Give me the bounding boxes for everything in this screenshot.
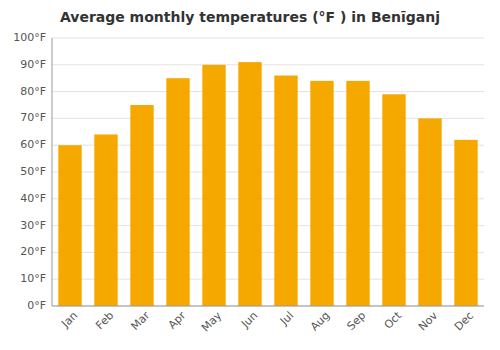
y-tick-labels: 0°F 10°F 20°F 30°F 40°F 50°F 60°F 70°F 80°F 90°F 1…: [13, 31, 46, 312]
page: {"chart_data": {"type": "bar", "title": …: [0, 0, 500, 350]
y-tick-label: 0°F: [27, 299, 46, 312]
x-tick-label: May: [199, 309, 225, 335]
x-axis-line: [52, 306, 484, 307]
y-tick-label: 30°F: [20, 219, 46, 232]
bar: [418, 118, 441, 306]
x-tick-label: Jun: [238, 309, 260, 331]
x-tick-label: Jan: [58, 309, 80, 331]
bar: [454, 140, 477, 306]
bar: [130, 105, 153, 306]
y-tick-label: 40°F: [20, 192, 46, 205]
title: Average monthly temperatures (°F ) in Be…: [60, 9, 440, 25]
x-tick-label: Apr: [166, 309, 189, 332]
bar: [238, 62, 261, 306]
x-tick-label: Feb: [93, 309, 116, 332]
bar: [310, 81, 333, 306]
bars: [58, 62, 477, 306]
x-tick-label: Nov: [416, 309, 441, 334]
grid-line: [52, 91, 484, 92]
bar: [382, 94, 405, 306]
y-tick-label: 100°F: [13, 31, 46, 44]
y-tick-label: 80°F: [20, 85, 46, 98]
x-tick-labels: Jan Feb Mar Apr May Jun Jul Aug Sep Oct Nov Dec: [58, 309, 476, 335]
y-tick-label: 50°F: [20, 165, 46, 178]
bar: [166, 78, 189, 306]
bar: [274, 76, 297, 306]
x-tick-label: Jul: [277, 309, 296, 328]
grid-line: [52, 306, 484, 307]
x-tick-label: Aug: [308, 309, 332, 333]
y-tick-label: 70°F: [20, 111, 46, 124]
grid-line: [52, 64, 484, 65]
y-tick-label: 20°F: [20, 245, 46, 258]
y-axis-line: [52, 38, 53, 306]
bar: [94, 134, 117, 306]
y-grid: [52, 38, 484, 306]
bar: [346, 81, 369, 306]
y-tick-label: 10°F: [20, 272, 46, 285]
x-tick-label: Dec: [452, 309, 476, 333]
bar: [202, 65, 225, 306]
x-tick-label: Oct: [382, 309, 405, 332]
x-tick-label: Sep: [344, 309, 368, 333]
grid-line: [52, 38, 484, 39]
y-tick-label: 60°F: [20, 138, 46, 151]
x-tick-label: Mar: [128, 309, 152, 333]
y-tick-label: 90°F: [20, 58, 46, 71]
chart: Average monthly temperatures (°F ) in Be…: [0, 0, 500, 350]
bar: [58, 145, 81, 306]
